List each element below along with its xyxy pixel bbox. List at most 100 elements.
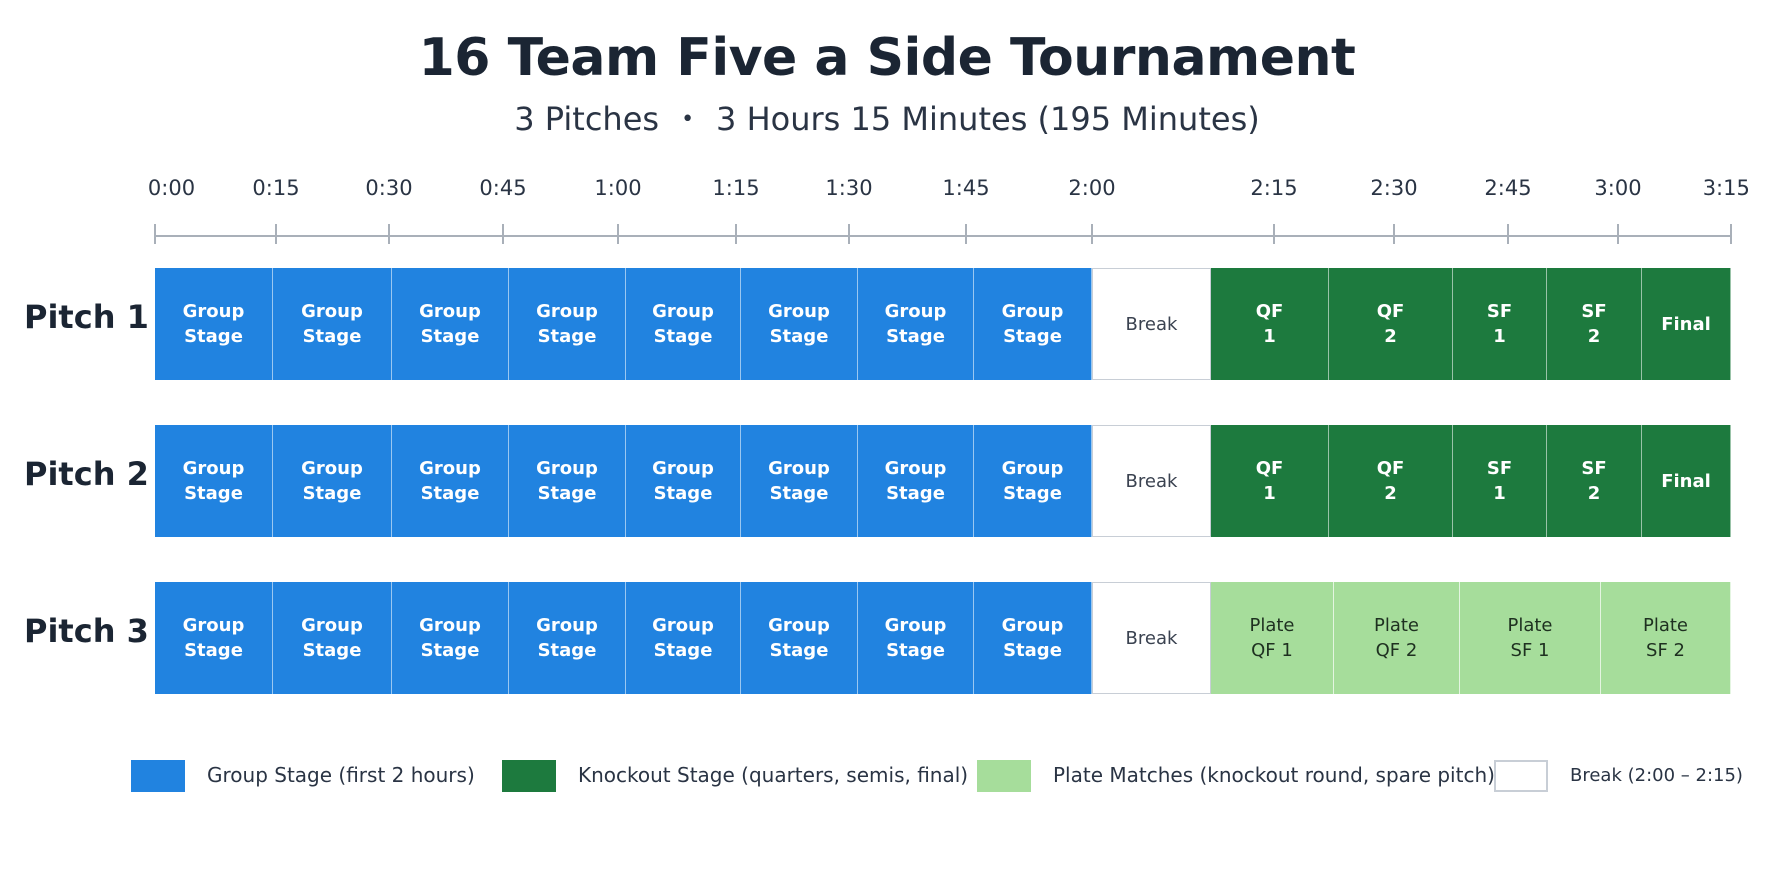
block-label-line: Group	[301, 301, 363, 322]
block-label-line: Group	[652, 615, 714, 636]
timeline-tick	[1091, 224, 1093, 244]
block-label-line: QF	[1376, 458, 1405, 479]
block-label-line: QF	[1376, 301, 1405, 322]
block-label: Group Stage	[652, 613, 714, 663]
block-label: Group Stage	[885, 456, 947, 506]
group-match-block: Group Stage	[392, 268, 509, 380]
block-label-line: Stage	[1003, 483, 1062, 504]
block-label-line: SF 2	[1646, 640, 1685, 661]
timeline-tick-label: 3:00	[1594, 176, 1642, 200]
knockout-match-block: SF 1	[1453, 268, 1547, 380]
block-label-line: 2	[1587, 483, 1601, 504]
block-label-line: 1	[1493, 483, 1506, 504]
block-label: Final	[1661, 469, 1711, 494]
block-label-line: Stage	[769, 326, 829, 347]
legend-swatch-knockout	[502, 760, 556, 792]
block-label-line: Group	[884, 615, 947, 636]
legend-label: Break (2:00 – 2:15)	[1570, 765, 1743, 786]
break-match-block: Break	[1092, 268, 1211, 380]
block-label-line: Stage	[420, 640, 480, 661]
block-label: Group Stage	[183, 299, 245, 349]
block-label: Plate QF 1	[1249, 613, 1294, 663]
block-label: Group Stage	[768, 456, 830, 506]
timeline-tick	[154, 224, 156, 244]
legend-label: Group Stage (first 2 hours)	[207, 763, 475, 787]
block-label: Plate QF 2	[1374, 613, 1419, 663]
timeline-tick-label: 0:00	[147, 176, 196, 200]
block-label-line: Stage	[1003, 326, 1062, 347]
group-match-block: Group Stage	[974, 582, 1092, 694]
block-label-line: 2	[1384, 326, 1397, 347]
knockout-match-block: SF 2	[1547, 425, 1642, 537]
block-label-line: Group	[768, 301, 830, 322]
block-label: Group Stage	[301, 299, 363, 349]
group-match-block: Group Stage	[509, 268, 626, 380]
block-label: QF 2	[1377, 456, 1405, 506]
block-label-line: Break	[1125, 470, 1178, 492]
block-label-line: Stage	[653, 483, 713, 504]
break-match-block: Break	[1092, 425, 1211, 537]
block-label-line: Stage	[769, 483, 829, 504]
group-match-block: Group Stage	[273, 268, 392, 380]
block-label-line: Group	[768, 458, 830, 479]
block-label: Group Stage	[1002, 613, 1064, 663]
page-title: 16 Team Five a Side Tournament	[418, 28, 1356, 88]
block-label-line: Group	[1001, 301, 1064, 322]
plate-match-block: Plate SF 2	[1601, 582, 1731, 694]
block-label: Group Stage	[1002, 299, 1064, 349]
block-label: SF 1	[1487, 299, 1512, 349]
timeline-tick-label: 2:30	[1370, 176, 1418, 200]
block-label-line: Stage	[420, 326, 480, 347]
subtitle-pitches: 3 Pitches	[514, 100, 660, 138]
block-label-line: Plate	[1642, 615, 1689, 636]
timeline-tick	[275, 224, 277, 244]
group-match-block: Group Stage	[626, 582, 741, 694]
block-label-line: Group	[884, 301, 947, 322]
block-label: Break	[1126, 469, 1178, 494]
group-match-block: Group Stage	[626, 268, 741, 380]
block-label-line: Group	[182, 458, 245, 479]
block-label-line: Group	[301, 458, 363, 479]
legend-swatch-break	[1494, 760, 1548, 792]
timeline-tick-label: 1:15	[712, 176, 760, 200]
timeline-tick-label: 1:45	[942, 176, 990, 200]
knockout-match-block: QF 1	[1211, 425, 1329, 537]
block-label-line: SF	[1581, 458, 1607, 479]
block-label: Group Stage	[885, 613, 947, 663]
group-match-block: Group Stage	[155, 268, 273, 380]
block-label-line: Break	[1125, 627, 1178, 649]
timeline-tick	[617, 224, 619, 244]
group-match-block: Group Stage	[974, 425, 1092, 537]
block-label: Group Stage	[885, 299, 947, 349]
block-label-line: Plate	[1373, 615, 1420, 636]
block-label-line: Stage	[302, 640, 362, 661]
block-label-line: SF 1	[1510, 640, 1550, 661]
block-label: Group Stage	[768, 613, 830, 663]
block-label-line: QF	[1255, 458, 1284, 479]
knockout-match-block: SF 2	[1547, 268, 1642, 380]
plate-match-block: Plate QF 2	[1334, 582, 1460, 694]
block-label-line: Group	[419, 615, 481, 636]
block-label-line: 1	[1493, 326, 1506, 347]
block-label: Group Stage	[301, 613, 363, 663]
block-label-line: Group	[419, 458, 481, 479]
block-label: Plate SF 1	[1507, 613, 1552, 663]
block-label-line: Stage	[302, 326, 362, 347]
block-label: Group Stage	[652, 299, 714, 349]
block-label: Break	[1126, 312, 1178, 337]
block-label: Group Stage	[652, 456, 714, 506]
block-label-line: Group	[768, 615, 830, 636]
legend-swatch-plate	[977, 760, 1031, 792]
block-label: Group Stage	[183, 613, 245, 663]
block-label-line: Stage	[886, 483, 945, 504]
block-label: Plate SF 2	[1643, 613, 1688, 663]
group-match-block: Group Stage	[155, 425, 273, 537]
block-label: Group Stage	[419, 456, 481, 506]
timeline-tick	[1730, 224, 1732, 244]
timeline-tick-label: 0:15	[252, 176, 300, 200]
block-label-line: Group	[1001, 458, 1064, 479]
block-label-line: Stage	[886, 640, 945, 661]
block-label-line: Group	[301, 615, 363, 636]
block-label-line: Group	[652, 301, 714, 322]
block-label: Break	[1126, 626, 1178, 651]
